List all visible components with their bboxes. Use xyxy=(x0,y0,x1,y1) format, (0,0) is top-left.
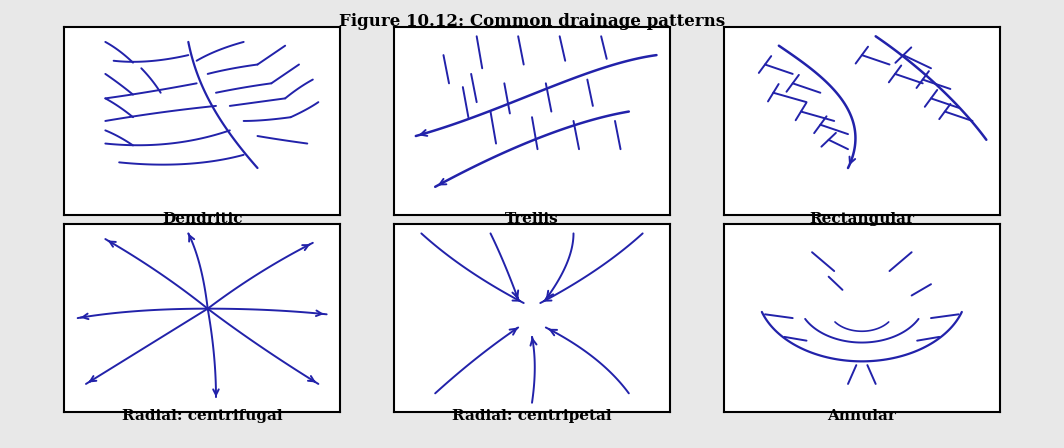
Text: Radial: centrifugal: Radial: centrifugal xyxy=(122,409,282,423)
Text: Annular: Annular xyxy=(828,409,896,423)
Text: Radial: centripetal: Radial: centripetal xyxy=(452,409,612,423)
Text: Trellis: Trellis xyxy=(505,212,559,226)
Text: Figure 10.12: Common drainage patterns: Figure 10.12: Common drainage patterns xyxy=(339,13,725,30)
Text: Rectangular: Rectangular xyxy=(810,212,914,226)
Text: Dendritic: Dendritic xyxy=(162,212,243,226)
